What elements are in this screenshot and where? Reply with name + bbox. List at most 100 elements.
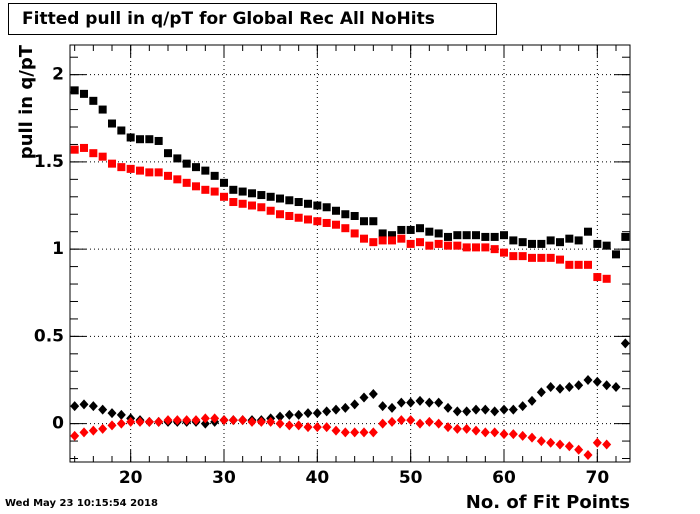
diamond-marker [88,401,98,412]
diamond-marker [340,402,350,413]
diamond-marker [564,381,574,392]
diamond-marker [583,374,593,385]
diamond-marker [536,436,546,447]
square-marker [518,238,527,247]
diamond-marker [359,392,369,403]
diamond-marker [154,416,164,427]
square-marker [472,231,480,240]
diamond-marker [592,437,602,448]
diamond-marker [116,409,126,420]
square-marker [285,196,294,205]
square-marker [602,274,611,283]
square-marker [425,241,434,250]
diamond-marker [499,404,509,415]
square-marker [462,243,471,252]
diamond-marker [574,380,584,391]
square-marker [210,171,219,180]
diamond-marker [322,422,332,433]
diamond-marker [602,380,612,391]
square-marker [490,232,499,241]
diamond-marker [480,427,490,438]
diamond-marker [564,441,574,452]
square-marker [154,168,163,177]
y-tick-label: 1.5 [34,152,64,172]
square-marker [238,199,247,208]
square-marker [556,238,564,247]
square-marker [70,86,79,95]
square-marker [80,89,88,98]
diamond-marker [452,406,462,417]
diamond-marker [116,418,126,429]
diamond-marker [359,427,369,438]
diamond-marker [620,338,630,349]
square-marker [322,218,331,227]
square-marker [546,253,555,262]
square-marker [248,201,256,210]
diamond-marker [387,416,397,427]
square-marker [229,185,238,194]
diamond-marker [312,408,322,419]
square-marker [145,168,154,177]
x-tick-label: 30 [212,468,236,488]
square-marker [397,234,406,243]
square-marker [528,253,536,262]
square-marker [285,211,294,220]
square-marker [388,231,396,240]
square-marker [444,232,452,241]
square-marker [621,232,630,241]
x-tick-label: 40 [305,468,329,488]
diamond-marker [70,401,80,412]
diamond-marker [135,416,145,427]
diamond-marker [434,397,444,408]
square-marker [462,231,471,240]
diamond-marker [546,381,556,392]
square-marker [98,105,107,114]
diamond-marker [238,415,248,426]
square-marker [164,171,172,180]
square-marker [509,252,518,261]
square-marker [472,243,480,252]
diamond-marker [406,415,416,426]
diamond-marker [340,427,350,438]
y-tick-label: 1 [52,239,64,259]
diamond-marker [219,415,229,426]
square-marker [294,213,303,222]
square-marker [350,229,359,238]
square-marker [257,191,266,200]
square-marker [313,201,322,210]
square-marker [378,236,387,245]
diamond-marker [434,418,444,429]
diamond-marker [312,422,322,433]
diamond-marker [331,404,341,415]
square-marker [378,229,387,238]
square-marker [490,245,499,254]
diamond-marker [284,409,294,420]
diamond-marker [415,395,425,406]
square-marker [332,220,340,229]
square-marker [182,178,191,187]
square-marker [108,119,116,128]
square-marker [546,236,555,245]
square-marker [257,203,266,212]
diamond-marker [210,413,220,424]
diamond-marker [126,416,136,427]
diamond-marker [611,381,621,392]
square-marker [294,198,303,207]
diamond-marker [191,415,201,426]
title-box [8,3,497,35]
diamond-marker [443,402,453,413]
square-marker [126,133,135,142]
y-tick-label: 0 [52,414,64,434]
square-marker [136,166,144,175]
diamond-marker [182,415,192,426]
square-marker [182,159,191,168]
diamond-marker [284,420,294,431]
square-marker [201,185,210,194]
x-tick-label: 60 [492,468,516,488]
diamond-marker [462,423,472,434]
square-marker [518,252,527,261]
diamond-marker [303,408,313,419]
square-marker [173,175,182,184]
square-marker [192,163,200,172]
